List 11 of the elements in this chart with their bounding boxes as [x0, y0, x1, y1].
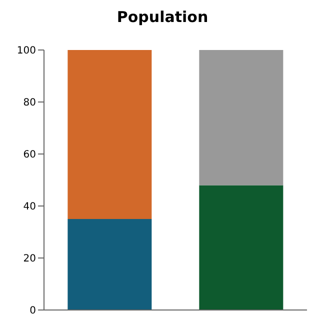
chart-title: Population — [116, 8, 210, 28]
y-tick-label: 80 — [23, 98, 36, 109]
bar — [199, 185, 284, 310]
bar — [199, 50, 284, 186]
y-tick-label: 40 — [23, 202, 36, 213]
y-tick-label: 100 — [16, 46, 36, 57]
y-tick-label: 20 — [23, 254, 36, 265]
bar — [68, 50, 152, 219]
y-tick-label: 0 — [30, 306, 36, 317]
y-tick-label: 60 — [23, 150, 36, 161]
bar — [68, 219, 152, 310]
